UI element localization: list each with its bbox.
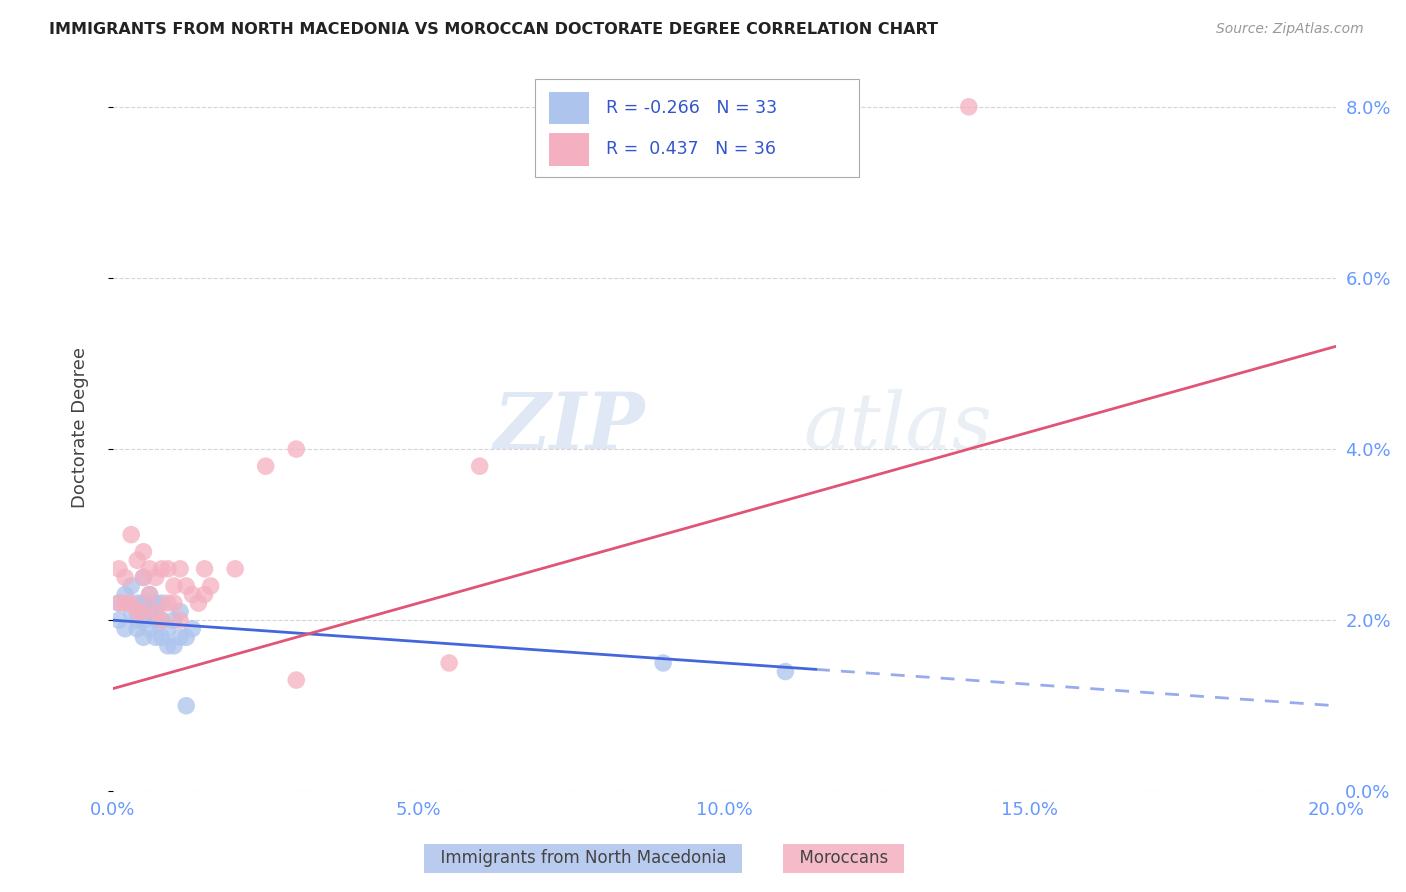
- Point: [285, 442, 308, 456]
- Point: [169, 562, 191, 576]
- Point: [163, 639, 186, 653]
- Point: [285, 673, 308, 687]
- Y-axis label: Doctorate Degree: Doctorate Degree: [72, 347, 89, 508]
- Point: [127, 596, 149, 610]
- Point: [114, 587, 136, 601]
- Point: [193, 562, 215, 576]
- Point: [181, 587, 204, 601]
- Point: [120, 579, 142, 593]
- Point: [156, 639, 179, 653]
- Point: [181, 622, 204, 636]
- Point: [132, 570, 155, 584]
- Point: [156, 622, 179, 636]
- Point: [163, 613, 186, 627]
- Point: [254, 459, 277, 474]
- Point: [127, 613, 149, 627]
- Point: [150, 562, 173, 576]
- Point: [138, 587, 160, 601]
- Point: [169, 613, 191, 627]
- Point: [150, 630, 173, 644]
- Point: [150, 613, 173, 627]
- Point: [775, 665, 797, 679]
- Point: [132, 630, 155, 644]
- Bar: [550, 133, 589, 166]
- Point: [145, 596, 167, 610]
- FancyBboxPatch shape: [534, 78, 859, 177]
- Point: [114, 622, 136, 636]
- Point: [120, 605, 142, 619]
- Point: [127, 605, 149, 619]
- Point: [127, 622, 149, 636]
- Point: [150, 613, 173, 627]
- Point: [169, 630, 191, 644]
- Bar: [550, 92, 589, 124]
- Point: [145, 605, 167, 619]
- Point: [156, 562, 179, 576]
- Point: [108, 613, 131, 627]
- Point: [145, 613, 167, 627]
- Point: [132, 596, 155, 610]
- Point: [120, 527, 142, 541]
- Point: [200, 579, 222, 593]
- Point: [468, 459, 491, 474]
- Text: Immigrants from North Macedonia: Immigrants from North Macedonia: [430, 849, 737, 867]
- Point: [132, 545, 155, 559]
- Point: [163, 579, 186, 593]
- Point: [224, 562, 246, 576]
- Point: [174, 579, 197, 593]
- Point: [163, 596, 186, 610]
- Text: atlas: atlas: [804, 390, 993, 466]
- Point: [138, 587, 160, 601]
- Point: [132, 605, 155, 619]
- Text: R = -0.266   N = 33: R = -0.266 N = 33: [606, 99, 776, 118]
- Point: [174, 698, 197, 713]
- Point: [169, 605, 191, 619]
- Point: [138, 605, 160, 619]
- Point: [437, 656, 460, 670]
- Text: IMMIGRANTS FROM NORTH MACEDONIA VS MOROCCAN DOCTORATE DEGREE CORRELATION CHART: IMMIGRANTS FROM NORTH MACEDONIA VS MOROC…: [49, 22, 938, 37]
- Point: [174, 630, 197, 644]
- Point: [957, 100, 980, 114]
- Text: Moroccans: Moroccans: [789, 849, 898, 867]
- Point: [138, 622, 160, 636]
- Point: [120, 596, 142, 610]
- Point: [132, 613, 155, 627]
- Point: [108, 596, 131, 610]
- Point: [145, 570, 167, 584]
- Point: [156, 596, 179, 610]
- Text: Source: ZipAtlas.com: Source: ZipAtlas.com: [1216, 22, 1364, 37]
- Point: [145, 630, 167, 644]
- Point: [127, 553, 149, 567]
- Point: [138, 562, 160, 576]
- Point: [114, 596, 136, 610]
- Text: ZIP: ZIP: [494, 390, 645, 466]
- Point: [108, 596, 131, 610]
- Point: [132, 570, 155, 584]
- Point: [193, 587, 215, 601]
- Point: [150, 596, 173, 610]
- Point: [108, 562, 131, 576]
- Text: R =  0.437   N = 36: R = 0.437 N = 36: [606, 140, 776, 158]
- Point: [652, 656, 675, 670]
- Point: [114, 570, 136, 584]
- Point: [187, 596, 209, 610]
